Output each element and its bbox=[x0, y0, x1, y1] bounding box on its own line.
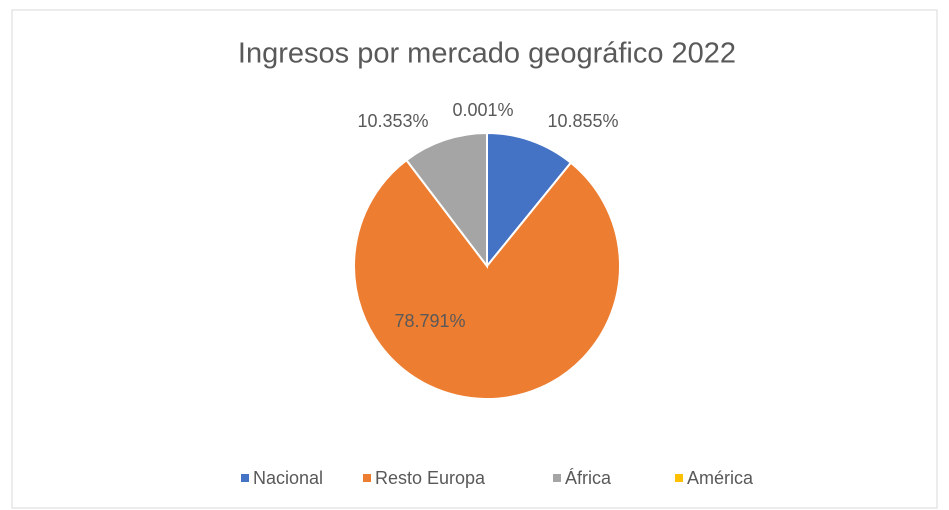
legend-marker bbox=[363, 474, 371, 482]
legend-label: África bbox=[565, 468, 612, 488]
legend-marker bbox=[675, 474, 683, 482]
pie-slice bbox=[353, 158, 621, 400]
data-label: 10.353% bbox=[357, 111, 428, 131]
pie-slice bbox=[486, 131, 573, 269]
legend-marker bbox=[553, 474, 561, 482]
legend-label: América bbox=[687, 468, 754, 488]
legend-marker bbox=[241, 474, 249, 482]
pie-slice bbox=[405, 131, 489, 269]
data-label: 0.001% bbox=[452, 100, 513, 120]
data-label: 10.855% bbox=[547, 111, 618, 131]
legend-label: Resto Europa bbox=[375, 468, 486, 488]
data-label: 78.791% bbox=[394, 311, 465, 331]
chart-title: Ingresos por mercado geográfico 2022 bbox=[238, 38, 736, 70]
legend-label: Nacional bbox=[253, 468, 323, 488]
